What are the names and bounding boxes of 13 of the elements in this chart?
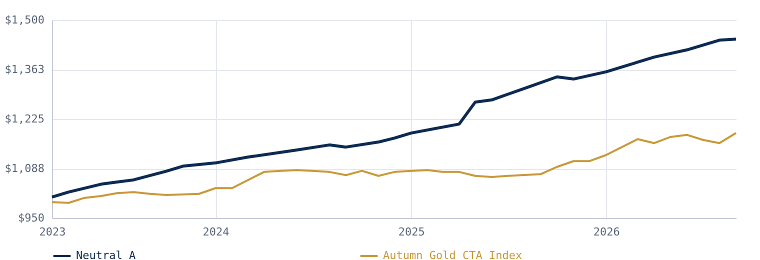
x-tick-label: 2023 bbox=[39, 226, 66, 238]
legend-label: Neutral A bbox=[76, 249, 136, 260]
y-tick-label: $1,088 bbox=[4, 162, 44, 175]
line-series bbox=[50, 38, 738, 199]
y-tick-label: $1,500 bbox=[4, 14, 44, 26]
x-tick-label: 2025 bbox=[398, 226, 425, 238]
y-tick-label: $1,225 bbox=[4, 112, 44, 126]
x-tick-label: 2026 bbox=[593, 226, 620, 238]
legend-label: Autumn Gold CTA Index bbox=[383, 249, 522, 260]
y-tick-label: $1,363 bbox=[4, 63, 44, 76]
line-series bbox=[51, 132, 737, 204]
x-tick-label: 2024 bbox=[202, 226, 230, 238]
y-tick-label: $950 bbox=[18, 212, 44, 224]
